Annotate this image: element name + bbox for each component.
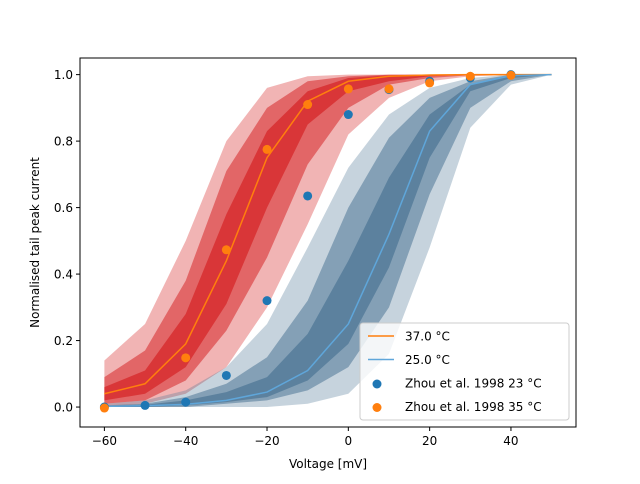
series-line-0 (104, 73, 552, 395)
data-point (343, 84, 353, 94)
data-point (221, 245, 231, 255)
legend-label: 25.0 °C (405, 353, 450, 367)
confidence-bands (104, 74, 552, 408)
y-axis-label: Normalised tail peak current (28, 157, 42, 328)
model-lines (104, 73, 552, 408)
data-point (384, 84, 394, 94)
data-point (425, 78, 435, 88)
confidence-band-1-1 (104, 74, 552, 408)
y-tick-label: 0.0 (54, 400, 73, 414)
confidence-band-0-1 (104, 74, 552, 404)
data-point (262, 144, 272, 154)
y-tick-label: 0.2 (54, 334, 73, 348)
x-axis: −60 −40 −20 0 20 40 (92, 427, 519, 448)
data-point (181, 397, 191, 407)
data-point (262, 296, 272, 306)
legend-label: 37.0 °C (405, 330, 450, 344)
y-axis: 0.0 0.2 0.4 0.6 0.8 1.0 (54, 68, 80, 414)
data-point (140, 400, 150, 410)
x-tick-label: −20 (254, 434, 279, 448)
legend-dot-swatch (372, 379, 382, 389)
x-tick-label: 40 (503, 434, 518, 448)
x-tick-label: 20 (422, 434, 437, 448)
plot-frame (79, 57, 577, 428)
data-point (343, 110, 353, 120)
x-tick-label: −60 (92, 434, 117, 448)
legend-label: Zhou et al. 1998 23 °C (405, 377, 542, 391)
data-point (221, 370, 231, 380)
data-point (303, 100, 313, 110)
legend: 37.0 °C 25.0 °C Zhou et al. 1998 23 °C Zhou… (359, 322, 570, 421)
x-axis-label: Voltage [mV] (289, 457, 367, 471)
legend-label: Zhou et al. 1998 35 °C (405, 400, 542, 414)
x-tick-label: 0 (345, 434, 353, 448)
confidence-band-1-2 (104, 74, 552, 408)
data-point (99, 403, 109, 413)
confidence-band-0-2 (104, 74, 552, 401)
y-tick-label: 0.6 (54, 201, 73, 215)
y-tick-label: 1.0 (54, 68, 73, 82)
data-points (99, 70, 516, 413)
legend-box (359, 322, 570, 421)
data-point (181, 353, 191, 363)
y-tick-label: 0.4 (54, 267, 73, 281)
data-point (506, 70, 516, 80)
data-point (465, 71, 475, 81)
legend-dot-swatch (372, 403, 382, 412)
series-line-1 (104, 73, 552, 408)
x-tick-label: −40 (173, 434, 198, 448)
y-tick-label: 0.8 (54, 134, 73, 148)
data-point (303, 191, 313, 201)
